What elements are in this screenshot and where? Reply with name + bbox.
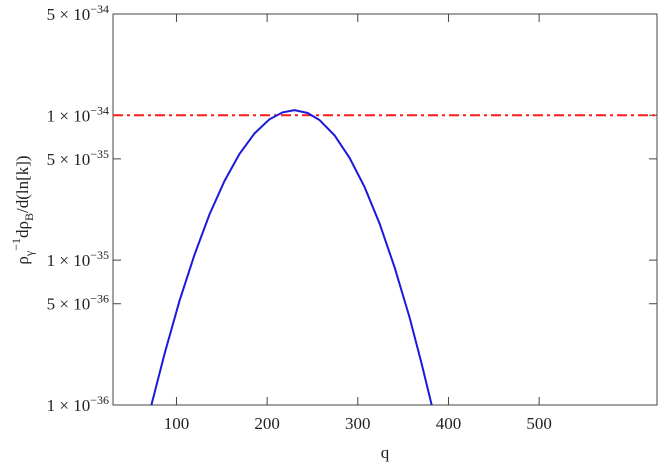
y-tick-label: 1 × 10−34 <box>47 103 109 125</box>
y-tick-label: 1 × 10−35 <box>47 248 109 270</box>
y-label-part: B <box>22 213 36 221</box>
y-tick-exponent: −34 <box>90 2 109 16</box>
data-line <box>150 109 433 406</box>
x-axis-label: q <box>381 443 390 462</box>
y-label-part: −1 <box>9 238 23 251</box>
y-tick-label: 1 × 10−36 <box>47 393 109 415</box>
y-tick-exponent: −34 <box>90 103 109 117</box>
y-tick-mantissa: 5 × 10 <box>47 295 91 314</box>
y-label-part: dρ <box>13 221 32 238</box>
x-tick-label: 200 <box>254 414 280 433</box>
plot-frame <box>112 13 658 406</box>
y-tick-mantissa: 1 × 10 <box>47 396 91 415</box>
x-tick-label: 400 <box>436 414 462 433</box>
y-tick-mantissa: 1 × 10 <box>47 251 91 270</box>
x-tick-label: 300 <box>345 414 371 433</box>
y-label-part: ρ <box>13 256 32 264</box>
y-tick-label: 5 × 10−34 <box>47 2 109 24</box>
y-tick-exponent: −36 <box>90 393 109 407</box>
x-tick-label: 100 <box>164 414 190 433</box>
y-axis-label: ργ−1dρB/d(ln[k]) <box>9 155 36 264</box>
x-tick-label: 500 <box>526 414 552 433</box>
y-tick-mantissa: 5 × 10 <box>47 150 91 169</box>
y-tick-exponent: −35 <box>90 248 109 262</box>
y-tick-exponent: −36 <box>90 292 109 306</box>
y-tick-label: 5 × 10−35 <box>47 147 109 169</box>
y-label-part: /d(ln[k]) <box>13 155 32 213</box>
y-tick-exponent: −35 <box>90 147 109 161</box>
y-tick-label: 5 × 10−36 <box>47 292 109 314</box>
y-tick-mantissa: 5 × 10 <box>47 5 91 24</box>
y-tick-mantissa: 1 × 10 <box>47 106 91 125</box>
y-label-part: γ <box>22 250 36 257</box>
